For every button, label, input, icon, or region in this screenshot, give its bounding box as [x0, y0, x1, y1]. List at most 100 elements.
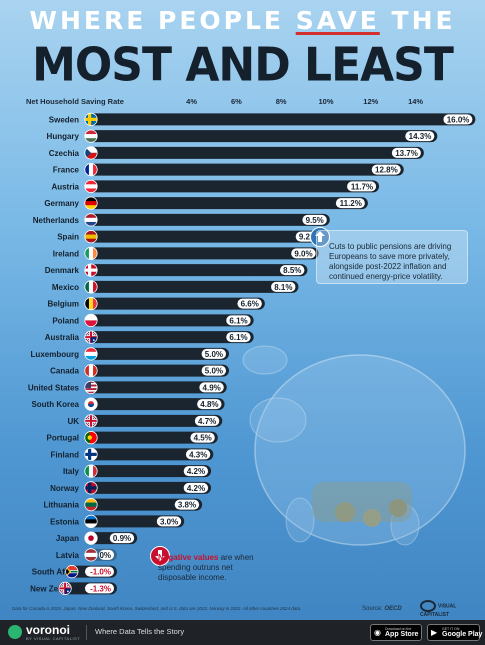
- bar-row-hungary: Hungary 14.3%: [47, 129, 438, 143]
- value-label-bg: [183, 482, 209, 493]
- value-label-bg: [156, 516, 182, 527]
- bar-row-uk: UK 4.7%: [67, 414, 223, 428]
- x-tick-label: 10%: [318, 97, 333, 106]
- value-label: 9.5%: [306, 216, 324, 225]
- bar: [88, 431, 218, 444]
- country-label: Denmark: [45, 266, 80, 275]
- value-label-bg: [190, 432, 215, 443]
- value-label-bg: [201, 348, 226, 359]
- value-label-bg: [109, 533, 135, 544]
- visual-capitalist-logo: VISUAL CAPITALIST: [420, 600, 485, 618]
- value-label-bg: [237, 298, 262, 309]
- value-label: 4.2%: [187, 467, 205, 476]
- value-label-bg: [226, 332, 251, 343]
- country-label: Spain: [57, 233, 79, 242]
- value-label-bg: [335, 198, 365, 209]
- footnote: Data for Canada is 2025. Japan, New Zeal…: [12, 606, 302, 611]
- value-label: 12.8%: [375, 166, 398, 175]
- value-label-bg: [391, 147, 421, 158]
- bar: [88, 414, 223, 427]
- bar: [88, 347, 229, 360]
- bar-row-japan: Japan 0.9%: [56, 531, 138, 545]
- piggy-bank-illustration: [242, 345, 466, 546]
- value-label-bg: [291, 248, 316, 259]
- bar-row-mexico: Mexico 8.1%: [52, 280, 299, 294]
- country-label: Canada: [50, 367, 79, 376]
- bar-row-poland: Poland 6.1%: [52, 313, 254, 327]
- bar-row-ireland: Ireland 9.0%: [53, 246, 319, 260]
- value-label-bg: [443, 114, 473, 125]
- x-tick-label: 8%: [276, 97, 287, 106]
- value-label: 4.2%: [187, 484, 205, 493]
- value-label: 14.3%: [409, 132, 432, 141]
- value-label: 4.8%: [200, 400, 218, 409]
- bar: [88, 197, 368, 210]
- bar-row-new-zealand: New Zealand -1.3%: [30, 581, 117, 595]
- footer-divider: [86, 625, 87, 640]
- bar-row-czechia: Czechia 13.7%: [49, 146, 424, 160]
- country-label: Japan: [56, 534, 79, 543]
- value-label: 8.1%: [274, 283, 292, 292]
- title-highlight-save: SAVE: [295, 6, 380, 35]
- country-label: Netherlands: [33, 216, 80, 225]
- bar-row-south-korea: South Korea 4.8%: [31, 397, 225, 411]
- bar: [88, 230, 324, 243]
- bar-row-finland: Finland 4.3%: [51, 447, 214, 461]
- bar-row-netherlands: Netherlands 9.5%: [33, 213, 330, 227]
- bar-row-france: France 12.8%: [53, 163, 404, 177]
- bar: [88, 481, 212, 494]
- bar: [88, 331, 254, 344]
- bar: [88, 364, 229, 377]
- value-label: 6.1%: [229, 316, 247, 325]
- bar: [88, 180, 380, 193]
- value-label: 5.0%: [205, 350, 223, 359]
- bar-row-austria: Austria 11.7%: [51, 179, 380, 193]
- bar: [88, 146, 424, 159]
- arrow-down-icon: [150, 546, 170, 566]
- x-axis-label: Net Household Saving Rate: [26, 97, 124, 106]
- bar: [88, 297, 265, 310]
- value-label: -1.0%: [90, 568, 111, 577]
- value-label: 13.7%: [395, 149, 418, 158]
- country-label: Portugal: [47, 434, 79, 443]
- country-label: Hungary: [47, 132, 80, 141]
- value-label-bg: [85, 583, 114, 594]
- value-label-bg: [302, 214, 327, 225]
- country-label: Australia: [45, 333, 80, 342]
- value-label: 3.0%: [160, 517, 178, 526]
- x-tick-label: 12%: [363, 97, 378, 106]
- bar: [88, 314, 254, 327]
- value-label: 9.2%: [299, 233, 317, 242]
- bar-row-portugal: Portugal 4.5%: [47, 431, 218, 445]
- country-label: Mexico: [52, 283, 79, 292]
- bar-row-germany: Germany 11.2%: [44, 196, 368, 210]
- x-tick-label: 6%: [231, 97, 242, 106]
- bar-row-canada: Canada 5.0%: [50, 364, 229, 378]
- country-label: United States: [28, 383, 80, 392]
- value-label-bg: [347, 181, 377, 192]
- country-label: South Korea: [31, 400, 79, 409]
- value-label: 11.7%: [351, 182, 373, 191]
- bar: [88, 163, 404, 176]
- x-axis: Net Household Saving Rate 4% 6% 8% 10% 12% 14%: [26, 97, 423, 106]
- bar-row-luxembourg: Luxembourg 5.0%: [31, 347, 229, 361]
- country-label: New Zealand: [30, 584, 79, 593]
- country-label: Finland: [51, 450, 80, 459]
- bar: [88, 398, 225, 411]
- country-label: UK: [67, 417, 79, 426]
- value-label-bg: [280, 265, 305, 276]
- value-label: 4.3%: [189, 450, 207, 459]
- country-label: Czechia: [49, 149, 80, 158]
- value-label: 5.0%: [205, 367, 223, 376]
- bar: [88, 498, 203, 511]
- value-label: 8.5%: [283, 266, 301, 275]
- country-label: Austria: [51, 182, 79, 191]
- bar: [88, 130, 438, 143]
- source: Source: OECD: [362, 606, 402, 612]
- google-play-button[interactable]: ▶ GET IT ON Google Play: [427, 624, 482, 641]
- app-store-button[interactable]: ◉ Download on the App Store: [370, 624, 422, 641]
- country-label: Lithuania: [43, 501, 79, 510]
- annotation-positive: Cuts to public pensions are driving Euro…: [316, 230, 468, 284]
- country-label: Sweden: [49, 115, 79, 124]
- country-label: Luxembourg: [31, 350, 80, 359]
